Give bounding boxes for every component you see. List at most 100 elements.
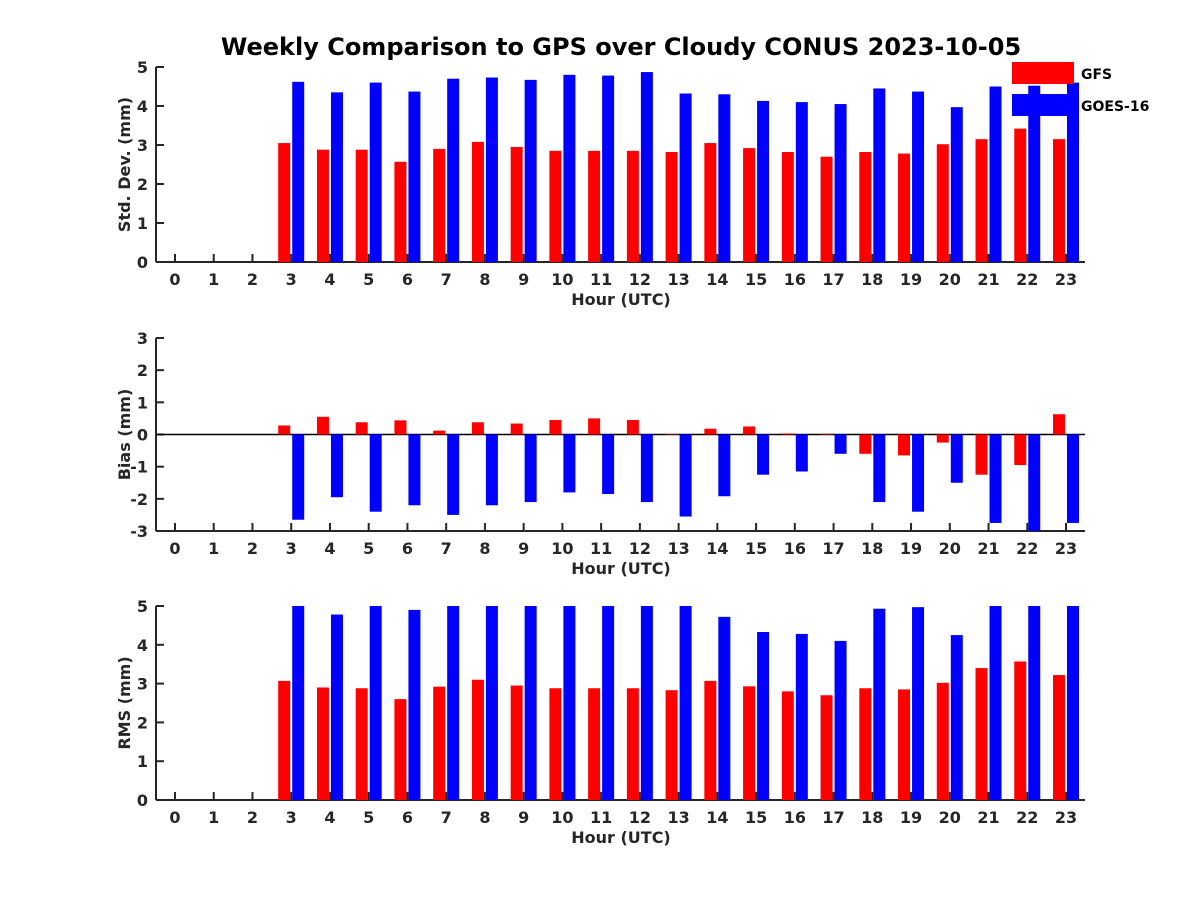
- bar-gfs-hour-13: [665, 152, 678, 262]
- x-tick-label: 17: [822, 539, 844, 558]
- bar-gfs-hour-13: [665, 690, 678, 800]
- bar-gfs-hour-6: [394, 420, 407, 435]
- bar-goes-16-hour-19: [912, 607, 925, 800]
- bar-gfs-hour-9: [510, 685, 523, 800]
- bar-goes-16-hour-14: [718, 434, 731, 497]
- bar-gfs-hour-15: [743, 148, 756, 262]
- x-tick-label: 22: [1016, 808, 1038, 827]
- x-tick-label: 1: [208, 539, 219, 558]
- x-tick-label: 12: [629, 539, 651, 558]
- x-tick-label: 10: [551, 539, 573, 558]
- bar-goes-16-hour-5: [369, 606, 382, 800]
- y-tick-label: -2: [130, 490, 148, 509]
- y-tick-label: 4: [137, 636, 148, 655]
- bar-goes-16-hour-16: [795, 633, 808, 800]
- x-tick-label: 13: [667, 270, 689, 289]
- bar-gfs-hour-6: [394, 161, 407, 262]
- x-tick-label: 2: [247, 270, 258, 289]
- x-tick-label: 10: [551, 808, 573, 827]
- bar-goes-16-hour-9: [524, 434, 537, 503]
- bar-goes-16-hour-8: [485, 77, 498, 262]
- bar-gfs-hour-4: [316, 687, 329, 800]
- x-tick-label: 12: [629, 808, 651, 827]
- x-tick-label: 9: [518, 539, 529, 558]
- x-tick-label: 0: [169, 270, 180, 289]
- x-tick-label: 15: [745, 539, 767, 558]
- bar-gfs-hour-22: [1014, 434, 1027, 466]
- legend-swatch-goes-16: [1012, 94, 1074, 116]
- bar-goes-16-hour-11: [602, 606, 615, 800]
- bar-goes-16-hour-8: [485, 434, 498, 506]
- x-tick-label: 23: [1055, 270, 1077, 289]
- y-tick-label: 3: [137, 136, 148, 155]
- x-tick-label: 6: [402, 808, 413, 827]
- bar-goes-16-hour-14: [718, 616, 731, 800]
- bar-goes-16-hour-23: [1067, 434, 1079, 523]
- bar-goes-16-hour-6: [408, 609, 421, 800]
- bar-goes-16-hour-16: [795, 434, 808, 472]
- x-tick-label: 14: [706, 539, 728, 558]
- x-tick-label: 19: [900, 808, 922, 827]
- bar-gfs-hour-16: [781, 433, 794, 435]
- bar-goes-16-hour-19: [912, 434, 925, 512]
- bar-goes-16-hour-9: [524, 606, 537, 800]
- x-tick-label: 16: [784, 270, 806, 289]
- bar-goes-16-hour-20: [950, 434, 963, 483]
- bar-goes-16-hour-5: [369, 434, 382, 512]
- bar-gfs-hour-16: [781, 691, 794, 800]
- x-tick-label: 21: [977, 808, 999, 827]
- bar-gfs-hour-13: [665, 434, 678, 435]
- bar-gfs-hour-16: [781, 152, 794, 262]
- bar-goes-16-hour-12: [640, 72, 653, 262]
- bar-goes-16-hour-18: [873, 608, 886, 800]
- bar-goes-16-hour-3: [292, 606, 305, 800]
- x-tick-label: 11: [590, 539, 612, 558]
- bar-gfs-hour-17: [820, 156, 833, 262]
- bar-goes-16-hour-15: [757, 100, 770, 262]
- bar-goes-16-hour-21: [989, 606, 1002, 800]
- bar-gfs-hour-17: [820, 695, 833, 800]
- bar-gfs-hour-14: [704, 680, 717, 800]
- x-tick-label: 19: [900, 270, 922, 289]
- y-tick-label: 0: [137, 426, 148, 445]
- bar-gfs-hour-20: [936, 682, 949, 800]
- bar-goes-16-hour-4: [330, 614, 343, 800]
- bar-gfs-hour-9: [510, 423, 523, 435]
- bar-gfs-hour-23: [1053, 139, 1065, 262]
- x-tick-label: 5: [363, 539, 374, 558]
- bar-goes-16-hour-6: [408, 91, 421, 262]
- legend: GFS GOES-16: [1012, 62, 1149, 116]
- bar-goes-16-hour-15: [757, 631, 770, 800]
- y-tick-label: 5: [137, 597, 148, 616]
- bar-goes-16-hour-15: [757, 434, 770, 475]
- bar-gfs-hour-7: [433, 686, 446, 800]
- bar-goes-16-hour-7: [447, 434, 460, 515]
- bar-goes-16-hour-14: [718, 94, 731, 262]
- x-tick-label: 17: [822, 270, 844, 289]
- bar-goes-16-hour-19: [912, 91, 925, 262]
- x-tick-label: 23: [1055, 808, 1077, 827]
- x-tick-label: 4: [324, 270, 335, 289]
- bar-goes-16-hour-13: [679, 606, 692, 800]
- x-tick-label: 21: [977, 270, 999, 289]
- x-tick-label: 8: [479, 270, 490, 289]
- x-tick-label: 17: [822, 808, 844, 827]
- bar-gfs-hour-21: [975, 139, 988, 262]
- bar-gfs-hour-12: [626, 420, 639, 435]
- x-tick-label: 21: [977, 539, 999, 558]
- x-tick-label: 2: [247, 539, 258, 558]
- bar-gfs-hour-20: [936, 144, 949, 262]
- bar-gfs-hour-18: [859, 434, 872, 454]
- bar-gfs-hour-3: [278, 143, 291, 262]
- bar-gfs-hour-23: [1053, 414, 1065, 435]
- y-axis-label: Std. Dev. (mm): [115, 97, 134, 232]
- bar-gfs-hour-7: [433, 430, 446, 435]
- bar-goes-16-hour-17: [834, 434, 847, 454]
- x-tick-label: 3: [286, 270, 297, 289]
- x-tick-label: 13: [667, 808, 689, 827]
- bar-goes-16-hour-18: [873, 434, 886, 503]
- bar-gfs-hour-4: [316, 416, 329, 435]
- x-tick-label: 6: [402, 539, 413, 558]
